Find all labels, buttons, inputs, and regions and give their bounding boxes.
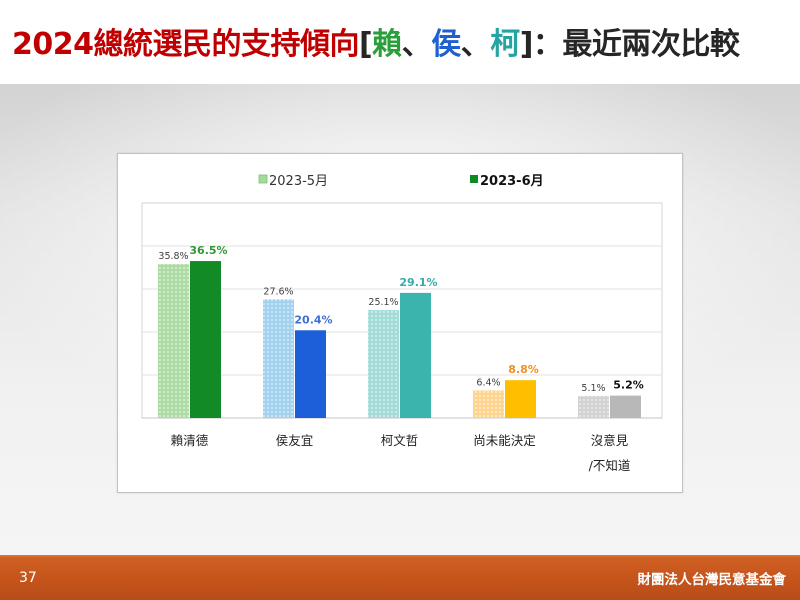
slide-footer: 37 財團法人台灣民意基金會 [0, 555, 800, 600]
title-suffix: ]：最近兩次比較 [519, 27, 740, 62]
category-axis-labels: 賴清德 侯友宜 柯文哲 尚未能決定 沒意見 /不知道 [118, 154, 682, 492]
title-band [0, 0, 800, 84]
bar-chart: 35.8% 27.6% 25.1% 6.4% 5.1% 36.5% 20.4% 29.1% 8.… [141, 174, 663, 419]
legend-label-2023-06: 2023-6月 [480, 174, 544, 189]
page-number: 37 [19, 569, 37, 586]
data-label-2023-06-no-opinion: 5.2% [613, 379, 644, 392]
legend-swatch-2023-05 [258, 174, 268, 184]
data-label-2023-06-undecided: 8.8% [508, 363, 539, 376]
bar-2023-05-lai-ching-te [158, 264, 189, 418]
bar-2023-06-no-opinion [610, 395, 641, 418]
category-label-undecided: 尚未能決定 [473, 433, 536, 448]
data-label-2023-05-undecided: 6.4% [476, 377, 500, 388]
bar-2023-06-lai-ching-te [190, 261, 221, 418]
bar-2023-05-ko-wen-je [368, 310, 399, 418]
data-labels: 35.8% 27.6% 25.1% 6.4% 5.1% 36.5% 20.4% 29.1% 8.… [158, 244, 643, 394]
bar-2023-05-undecided [473, 390, 504, 418]
title-name-ko: 柯 [490, 27, 520, 62]
bar-2023-06-hou-yu-ih [295, 330, 326, 418]
title-name-hou: 侯 [431, 27, 461, 62]
data-label-2023-06-hou-yu-ih: 20.4% [294, 313, 332, 326]
category-label-hou-yu-ih: 侯友宜 [275, 433, 314, 448]
bars [158, 261, 641, 418]
chart-panel: 35.8% 27.6% 25.1% 6.4% 5.1% 36.5% 20.4% 29.1% 8.… [117, 153, 683, 493]
legend-label-2023-05: 2023-5月 [269, 174, 328, 189]
title-separator: 、 [460, 27, 491, 62]
data-label-2023-05-lai-ching-te: 35.8% [158, 251, 188, 262]
data-label-2023-06-lai-ching-te: 36.5% [189, 244, 227, 257]
category-label-no-opinion: 沒意見 /不知道 [588, 433, 631, 473]
bar-2023-06-ko-wen-je [400, 292, 431, 418]
title-name-lai: 賴 [372, 27, 402, 62]
data-label-2023-06-ko-wen-je: 29.1% [399, 276, 437, 289]
category-label-ko-wen-je: 柯文哲 [380, 433, 419, 448]
bar-2023-06-undecided [505, 380, 536, 418]
title-separator: 、 [401, 27, 432, 62]
title-bracket-open: [ [359, 27, 373, 62]
legend-swatch-2023-06 [470, 175, 478, 183]
data-label-2023-05-hou-yu-ih: 27.6% [263, 286, 293, 297]
organization-name: 財團法人台灣民意基金會 [637, 571, 787, 588]
data-label-2023-05-no-opinion: 5.1% [581, 383, 605, 394]
bar-2023-05-hou-yu-ih [263, 299, 294, 418]
legend: 2023-5月 2023-6月 [258, 174, 544, 189]
category-label-lai-ching-te: 賴清德 [170, 433, 209, 448]
slide-title: 2024總統選民的支持傾向[賴、侯、柯]：最近兩次比較 [12, 25, 740, 65]
title-main-text: 2024總統選民的支持傾向 [12, 27, 360, 62]
bar-2023-05-no-opinion [578, 396, 609, 418]
data-label-2023-05-ko-wen-je: 25.1% [368, 297, 398, 308]
